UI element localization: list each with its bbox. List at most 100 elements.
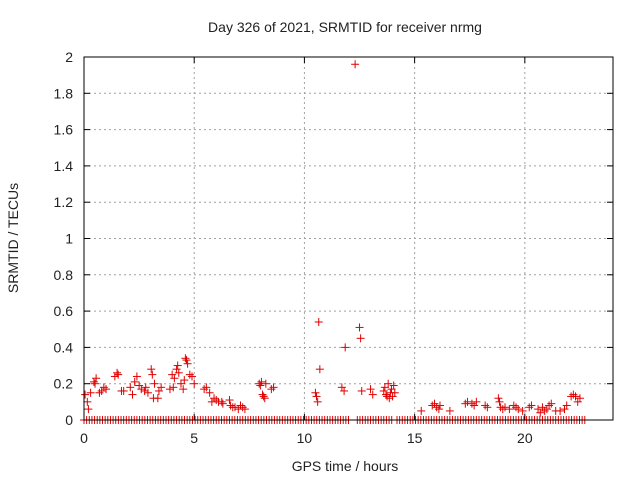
data-point-marker xyxy=(536,408,545,417)
x-tick-label: 20 xyxy=(517,430,533,446)
y-axis-ticks: 0 0.2 0.4 0.6 0.8 1 1.2 1.4 1.6 1.8 2 xyxy=(54,49,613,428)
y-tick-label: 1.2 xyxy=(54,194,74,210)
data-point-marker xyxy=(389,381,398,390)
data-point-marker xyxy=(141,383,150,392)
data-point-marker xyxy=(212,396,221,405)
data-point-marker xyxy=(525,403,534,412)
data-point-marker xyxy=(99,383,108,392)
data-point-marker xyxy=(470,401,479,410)
data-point-marker xyxy=(534,405,543,414)
data-point-marker xyxy=(387,385,396,394)
data-point-marker xyxy=(84,405,93,414)
data-point-marker xyxy=(181,354,190,363)
data-point-marker xyxy=(185,370,194,379)
data-point-marker xyxy=(259,392,268,401)
data-point-marker xyxy=(379,386,388,395)
data-point-marker xyxy=(315,365,324,374)
data-point-marker xyxy=(260,394,269,403)
data-point-marker xyxy=(269,383,278,392)
data-point-marker xyxy=(417,406,426,415)
data-point-marker xyxy=(356,334,365,343)
x-tick-label: 15 xyxy=(407,430,423,446)
data-point-marker xyxy=(569,390,578,399)
data-point-marker xyxy=(143,388,152,397)
data-point-marker xyxy=(267,385,276,394)
data-point-marker xyxy=(514,405,523,414)
data-point-marker xyxy=(173,361,182,370)
data-point-marker xyxy=(200,385,209,394)
data-point-marker xyxy=(170,374,179,383)
data-point-marker xyxy=(500,403,509,412)
data-point-marker xyxy=(217,397,226,406)
data-point-marker xyxy=(238,403,247,412)
y-tick-label: 0.4 xyxy=(54,339,74,355)
x-tick-label: 0 xyxy=(80,430,88,446)
data-point-marker xyxy=(128,390,137,399)
data-point-marker xyxy=(225,396,234,405)
x-axis-label: GPS time / hours xyxy=(292,458,399,474)
data-point-marker xyxy=(512,403,521,412)
data-point-marker xyxy=(256,381,265,390)
data-point-marker xyxy=(388,392,397,401)
data-point-marker xyxy=(337,383,346,392)
x-tick-label: 10 xyxy=(297,430,313,446)
data-point-marker xyxy=(432,403,441,412)
y-tick-label: 0.8 xyxy=(54,267,74,283)
data-point-marker xyxy=(179,385,188,394)
y-tick-label: 1.4 xyxy=(54,158,74,174)
data-point-marker xyxy=(91,379,100,388)
data-point-marker xyxy=(226,401,235,410)
data-point-marker xyxy=(230,403,239,412)
data-point-marker xyxy=(174,368,183,377)
data-point-marker xyxy=(435,401,444,410)
data-point-marker xyxy=(148,370,157,379)
data-point-marker xyxy=(380,383,389,392)
data-point-marker xyxy=(341,343,350,352)
data-point-marker xyxy=(505,405,514,414)
data-point-marker xyxy=(83,397,92,406)
data-point-marker xyxy=(126,383,135,392)
data-point-marker xyxy=(210,394,219,403)
data-point-marker xyxy=(314,317,323,326)
data-point-marker xyxy=(190,379,199,388)
data-point-marker xyxy=(81,390,90,399)
data-point-marker xyxy=(430,399,439,408)
data-point-marker xyxy=(340,386,349,395)
data-point-marker xyxy=(89,377,98,386)
data-point-marker xyxy=(366,385,375,394)
data-point-marker xyxy=(428,401,437,410)
data-point-marker xyxy=(218,399,227,408)
data-point-marker xyxy=(573,397,582,406)
data-point-marker xyxy=(147,365,156,374)
data-point-marker xyxy=(153,394,162,403)
y-tick-label: 0.2 xyxy=(54,376,74,392)
x-tick-label: 5 xyxy=(190,430,198,446)
data-point-marker xyxy=(494,394,503,403)
data-point-marker xyxy=(509,401,518,410)
data-point-marker xyxy=(562,401,571,410)
data-point-marker xyxy=(311,388,320,397)
data-point-marker xyxy=(445,406,454,415)
data-point-marker xyxy=(137,385,146,394)
data-point-marker xyxy=(472,397,481,406)
data-point-marker xyxy=(205,388,214,397)
data-point-marker xyxy=(527,401,536,410)
y-tick-label: 1 xyxy=(65,231,73,247)
data-point-marker xyxy=(385,394,394,403)
data-point-marker xyxy=(110,372,119,381)
y-tick-label: 0.6 xyxy=(54,303,74,319)
data-point-marker xyxy=(257,377,266,386)
data-point-marker xyxy=(355,323,364,332)
data-point-marker xyxy=(97,386,106,395)
data-point-marker xyxy=(92,374,101,383)
data-point-marker xyxy=(547,399,556,408)
data-point-marker xyxy=(258,390,267,399)
data-point-marker xyxy=(119,386,128,395)
data-point-marker xyxy=(86,388,95,397)
y-tick-label: 1.6 xyxy=(54,122,74,138)
y-tick-label: 2 xyxy=(65,49,73,65)
data-point-marker xyxy=(495,397,504,406)
data-point-marker xyxy=(140,386,149,395)
data-point-marker xyxy=(384,379,393,388)
data-point-marker xyxy=(351,60,360,69)
